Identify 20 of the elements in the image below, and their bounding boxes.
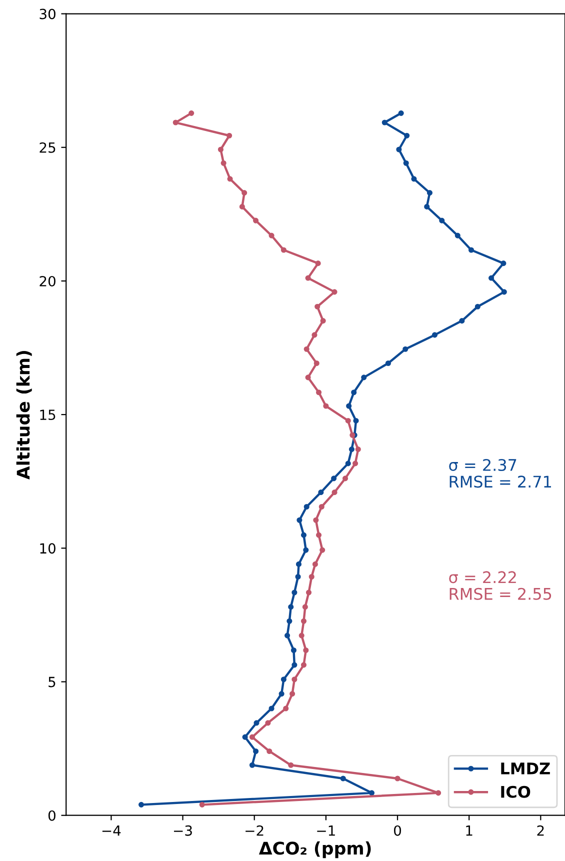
- y-tick-label: 25: [40, 142, 56, 153]
- legend-label: ICO: [501, 786, 530, 798]
- y-axis-title: Altitude (km): [16, 351, 32, 480]
- x-tick-label: −3: [174, 825, 192, 836]
- annotation: σ = 2.22 RMSE = 2.55: [449, 571, 552, 600]
- y-tick-label: 30: [40, 8, 56, 20]
- x-tick-label: 1: [466, 826, 472, 836]
- y-tick-label: 15: [40, 410, 56, 420]
- x-tick-label: −1: [317, 826, 335, 836]
- y-tick-label: 10: [40, 543, 56, 554]
- x-tick-label: −4: [102, 826, 121, 836]
- legend-label: LMDZ: [501, 762, 550, 774]
- y-tick-label: 5: [48, 676, 56, 688]
- x-axis-title: ΔCO₂ (ppm): [258, 841, 371, 858]
- x-tick-label: 0: [394, 825, 402, 836]
- x-tick-label: −2: [246, 825, 264, 836]
- y-tick-label: 0: [48, 810, 56, 821]
- annotation: σ = 2.37 RMSE = 2.71: [449, 458, 551, 488]
- y-tick-label: 20: [40, 276, 56, 286]
- x-tick-label: 2: [537, 825, 544, 836]
